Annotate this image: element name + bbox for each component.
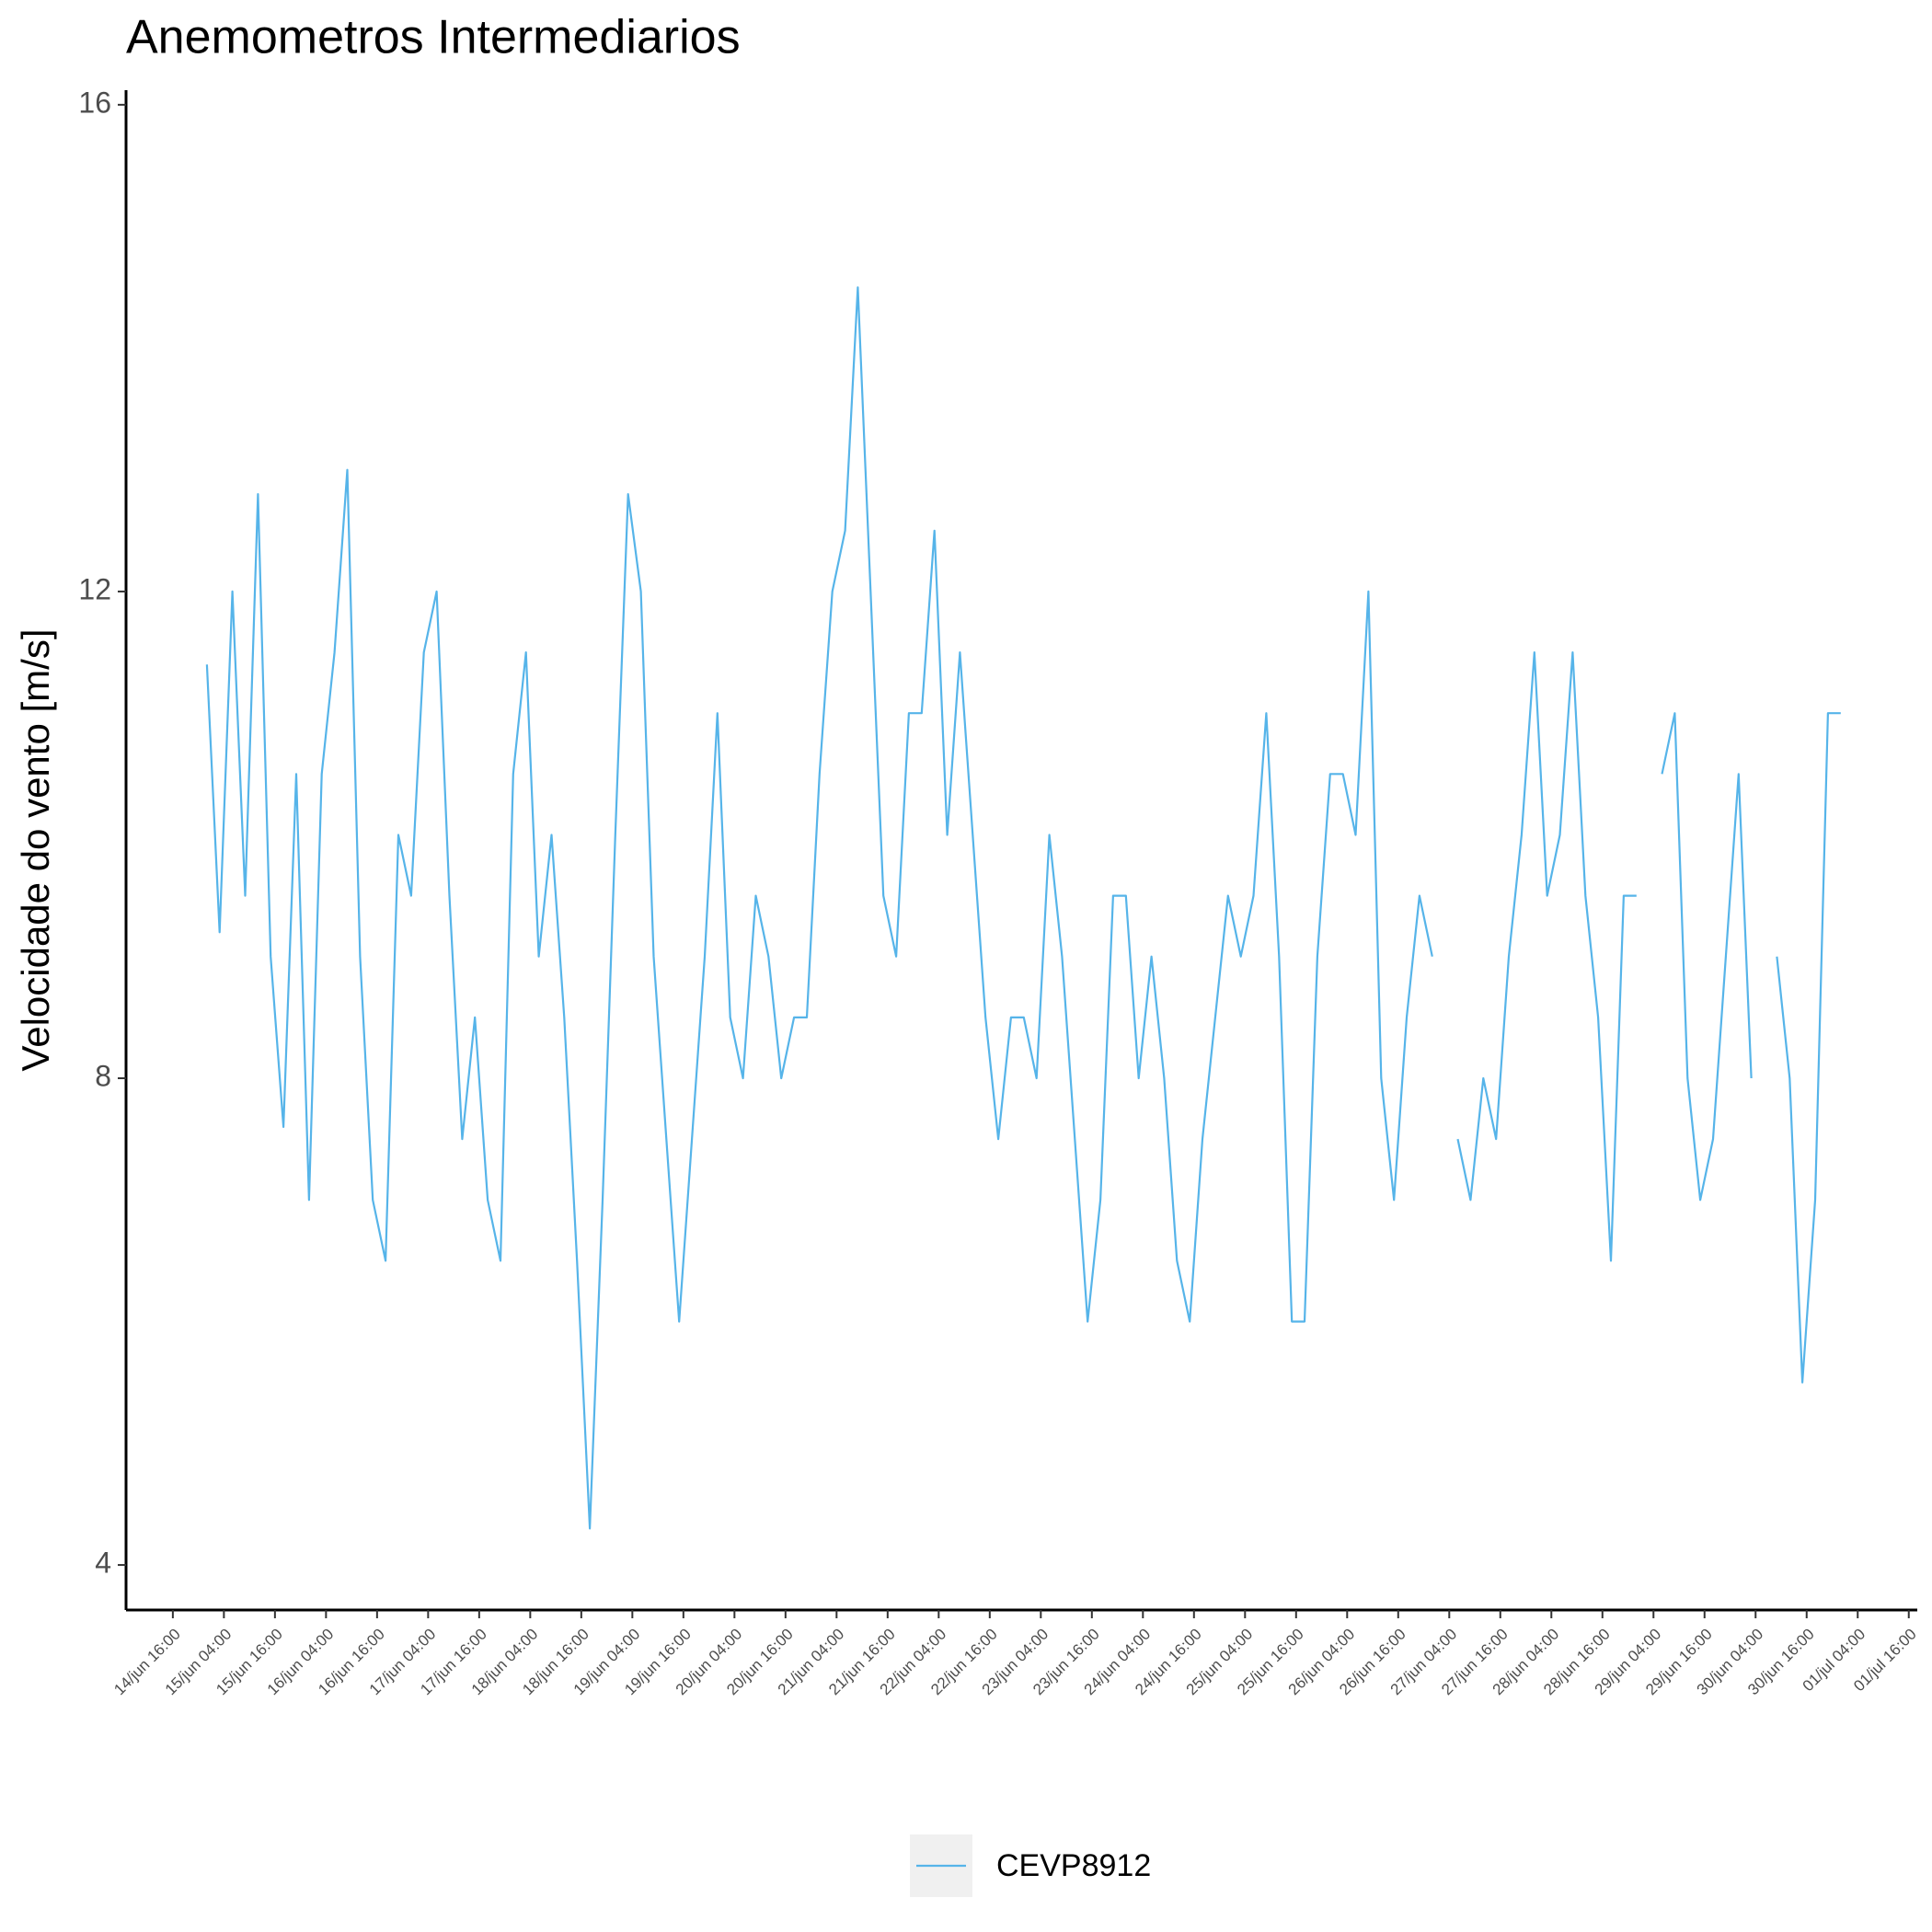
legend-label: CEVP8912: [996, 1848, 1151, 1883]
y-tick-label: 4: [95, 1547, 111, 1580]
y-tick-label: 16: [78, 86, 111, 119]
y-tick-label: 8: [95, 1059, 111, 1092]
chart-title: Anemometros Intermediarios: [126, 11, 741, 64]
data-line: [205, 286, 1841, 1530]
y-axis-label: Velocidade do vento [m/s]: [14, 629, 57, 1072]
y-tick-label: 12: [78, 572, 111, 605]
legend: CEVP8912: [910, 1834, 1151, 1897]
